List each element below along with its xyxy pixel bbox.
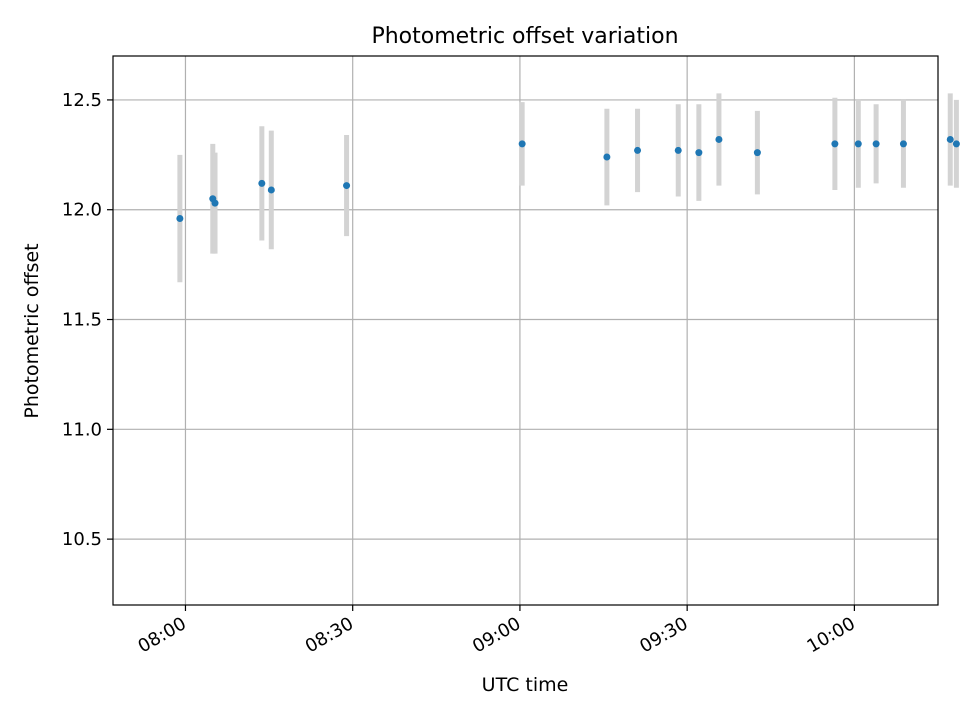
x-axis-label: UTC time bbox=[482, 674, 569, 696]
data-point bbox=[872, 140, 880, 148]
data-point bbox=[753, 149, 761, 157]
y-tick-label: 12.5 bbox=[62, 90, 102, 111]
data-point bbox=[176, 215, 184, 223]
y-tick-label: 12.0 bbox=[62, 200, 102, 221]
data-point bbox=[674, 146, 682, 154]
data-point bbox=[343, 182, 351, 190]
data-point bbox=[518, 140, 526, 148]
data-point bbox=[258, 179, 266, 187]
data-point bbox=[946, 135, 954, 143]
chart-title: Photometric offset variation bbox=[371, 24, 678, 49]
data-point bbox=[211, 199, 219, 207]
y-axis-label: Photometric offset bbox=[21, 243, 43, 418]
data-point bbox=[603, 153, 611, 161]
axes-frame bbox=[112, 55, 939, 606]
y-axis-ticks: 10.5 11.0 11.5 12.0 12.5 bbox=[62, 90, 113, 550]
data-point bbox=[695, 149, 703, 157]
data-point bbox=[267, 186, 275, 194]
data-point bbox=[634, 146, 642, 154]
data-point bbox=[952, 140, 960, 148]
y-tick-label: 11.5 bbox=[62, 310, 102, 331]
data-point bbox=[831, 140, 839, 148]
y-tick-label: 11.0 bbox=[62, 419, 102, 440]
data-point bbox=[854, 140, 862, 148]
y-tick-label: 10.5 bbox=[62, 529, 102, 550]
data-point bbox=[715, 135, 723, 143]
data-point bbox=[899, 140, 907, 148]
data-points bbox=[176, 135, 960, 223]
